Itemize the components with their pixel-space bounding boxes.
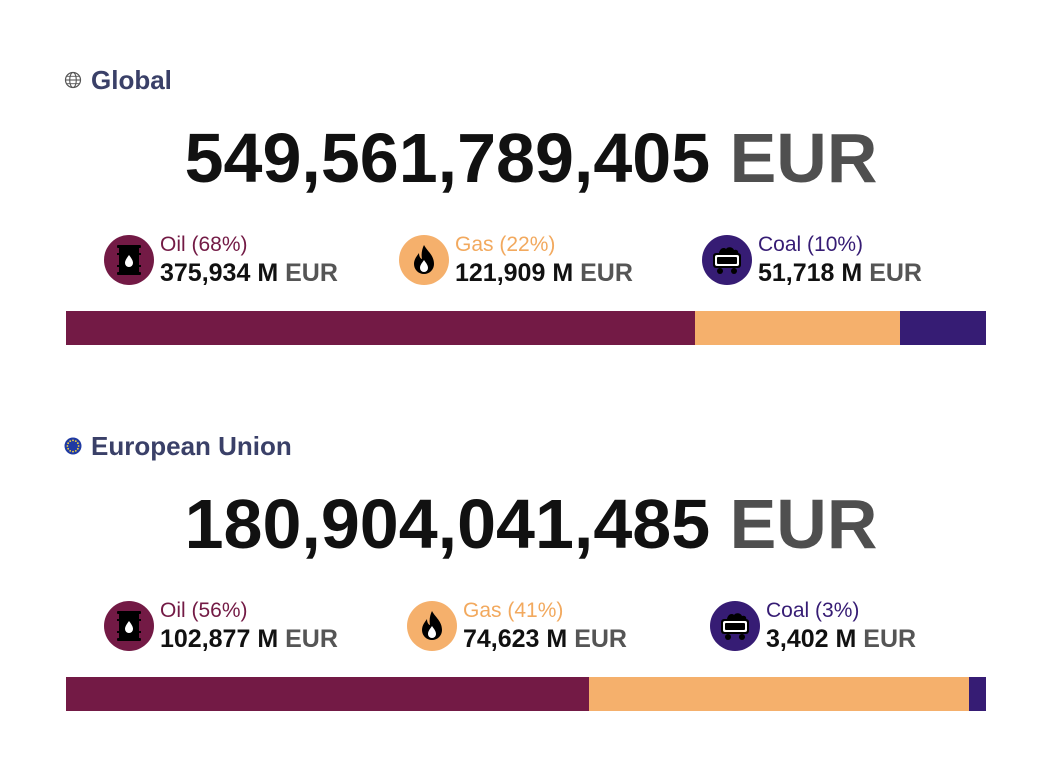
fuel-label: Oil (68%) [160, 233, 248, 256]
fuel-value: 375,934 M EUR [160, 258, 338, 288]
total-amount: 180,904,041,485 EUR [0, 484, 1062, 564]
fuel-value: 102,877 M EUR [160, 624, 338, 654]
total-currency: EUR [729, 485, 878, 563]
share-bar-coal [899, 311, 986, 345]
gas-flame-icon [407, 601, 457, 651]
coal-cart-icon [710, 601, 760, 651]
fuel-gas: Gas (22%) 121,909 M EUR [399, 230, 633, 290]
share-bar-oil [66, 311, 696, 345]
region-header: Global [64, 64, 172, 96]
total-currency: EUR [729, 119, 878, 197]
fuel-value: 51,718 M EUR [758, 258, 922, 288]
eu-flag-icon [64, 437, 82, 455]
fuel-currency: EUR [863, 625, 917, 653]
fuel-value: 3,402 M EUR [766, 624, 916, 654]
fuel-currency: EUR [285, 625, 338, 653]
fuel-currency: EUR [869, 259, 922, 287]
fuel-amount: 3,402 M [766, 625, 857, 653]
oil-barrel-icon [104, 235, 154, 285]
total-number: 549,561,789,405 [184, 119, 711, 197]
fuel-value: 121,909 M EUR [455, 258, 633, 288]
fuel-value: 74,623 M EUR [463, 624, 627, 654]
fuel-amount: 102,877 M [160, 625, 279, 653]
share-bar-coal [968, 677, 986, 711]
fuel-amount: 51,718 M [758, 259, 863, 287]
fuel-currency: EUR [580, 259, 633, 287]
fuel-coal: Coal (10%) 51,718 M EUR [702, 230, 922, 290]
share-bar-oil [66, 677, 590, 711]
coal-cart-icon [702, 235, 752, 285]
share-bar [66, 677, 986, 711]
fuel-oil: Oil (56%) 102,877 M EUR [104, 596, 338, 656]
fuel-amount: 74,623 M [463, 625, 568, 653]
region-name: Global [91, 64, 172, 95]
share-bar-gas [589, 677, 969, 711]
fuel-oil: Oil (68%) 375,934 M EUR [104, 230, 338, 290]
fuel-coal: Coal (3%) 3,402 M EUR [710, 596, 916, 656]
fuel-amount: 375,934 M [160, 259, 279, 287]
fuel-label: Oil (56%) [160, 599, 248, 622]
fuel-label: Gas (41%) [463, 599, 564, 622]
region-name: European Union [91, 430, 292, 461]
total-amount: 549,561,789,405 EUR [0, 118, 1062, 198]
fuel-currency: EUR [285, 259, 338, 287]
fuel-label: Gas (22%) [455, 233, 556, 256]
globe-icon [64, 71, 82, 89]
fuel-currency: EUR [574, 625, 627, 653]
total-number: 180,904,041,485 [184, 485, 711, 563]
gas-flame-icon [399, 235, 449, 285]
fuel-gas: Gas (41%) 74,623 M EUR [407, 596, 627, 656]
region-header: European Union [64, 430, 292, 462]
fuel-label: Coal (3%) [766, 599, 860, 622]
share-bar-gas [695, 311, 900, 345]
fuel-amount: 121,909 M [455, 259, 574, 287]
share-bar [66, 311, 986, 345]
oil-barrel-icon [104, 601, 154, 651]
fuel-label: Coal (10%) [758, 233, 864, 256]
